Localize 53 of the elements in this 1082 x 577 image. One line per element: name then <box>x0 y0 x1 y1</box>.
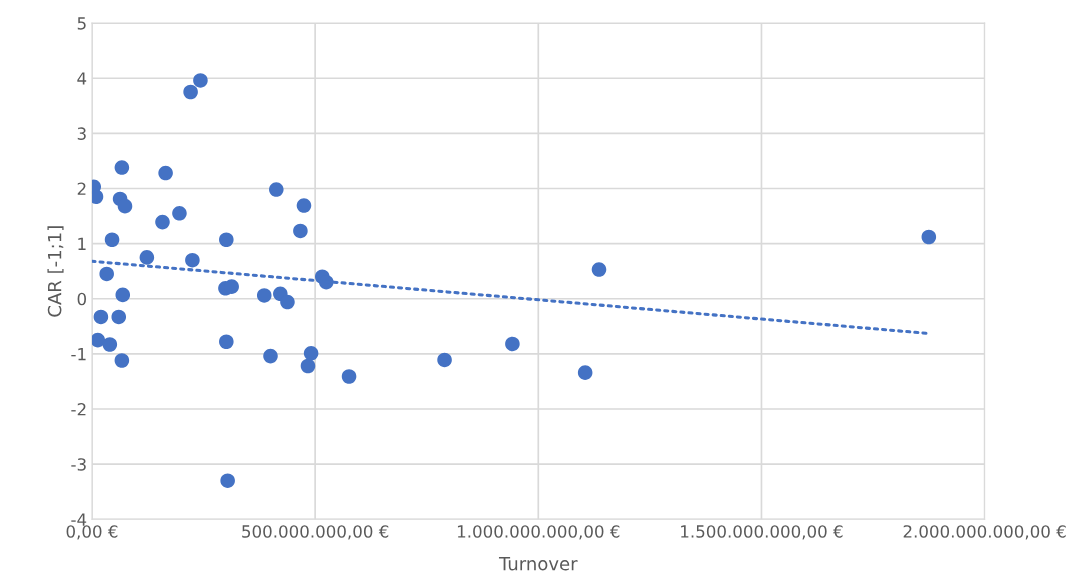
point <box>114 353 130 368</box>
point <box>104 232 120 248</box>
point <box>220 473 235 488</box>
y-tick-label: 3 <box>77 127 86 140</box>
point <box>303 346 319 361</box>
x-tick-label: 500.000.000,00 € <box>242 525 389 540</box>
x-tick-label: 2.000.000.000,00 € <box>903 525 1066 540</box>
point <box>114 160 130 175</box>
point <box>185 252 200 268</box>
x-tick-label: 0,00 € <box>66 525 118 540</box>
y-tick-label: -1 <box>71 348 86 361</box>
point <box>263 348 278 364</box>
y-axis-title: CAR [-1;1] <box>47 226 64 317</box>
point <box>921 229 937 245</box>
point <box>219 334 234 350</box>
y-tick-label: 1 <box>78 237 86 250</box>
point <box>115 287 131 303</box>
point <box>91 189 104 205</box>
point <box>155 214 170 230</box>
y-tick-label: 5 <box>77 17 86 30</box>
point <box>224 279 239 294</box>
point <box>183 84 198 100</box>
point <box>269 182 284 197</box>
x-axis-title: Turnover <box>498 557 578 571</box>
point <box>256 288 272 303</box>
point <box>91 332 106 348</box>
point <box>437 352 452 368</box>
point <box>341 369 357 384</box>
x-tick-label: 1.500.000.000,00 € <box>681 525 843 540</box>
y-tick-label: -4 <box>71 513 87 526</box>
point <box>296 198 312 213</box>
point <box>139 250 155 265</box>
point <box>219 232 234 248</box>
point <box>102 337 118 352</box>
point <box>99 266 114 282</box>
point <box>193 73 208 88</box>
point <box>111 309 127 325</box>
point <box>93 309 109 325</box>
point <box>591 262 607 277</box>
point <box>577 365 593 380</box>
y-tick-label: 0 <box>77 292 86 306</box>
y-tick-label: -2 <box>71 402 86 416</box>
point <box>293 223 308 239</box>
point <box>280 294 295 310</box>
point <box>117 198 133 214</box>
y-tick-label: -3 <box>71 458 86 471</box>
point <box>172 206 187 221</box>
point <box>505 336 520 352</box>
point <box>158 165 173 181</box>
x-tick-label: 1.000.000.000,00 € <box>457 525 620 540</box>
point <box>300 358 316 374</box>
y-tick-label: 4 <box>77 72 87 85</box>
y-tick-label: 2 <box>77 182 86 195</box>
